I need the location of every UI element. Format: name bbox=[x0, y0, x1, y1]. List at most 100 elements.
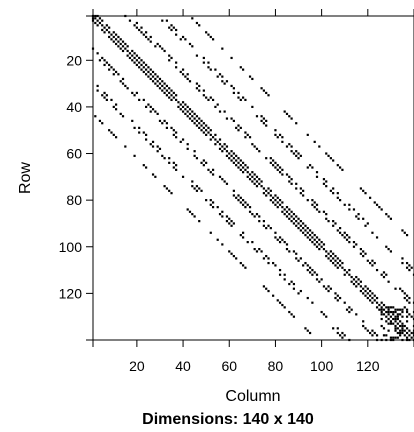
matrix-entry bbox=[133, 94, 136, 97]
matrix-entry bbox=[375, 236, 379, 239]
matrix-entry bbox=[96, 84, 99, 88]
matrix-entry bbox=[133, 126, 136, 129]
matrix-entry bbox=[343, 236, 346, 239]
matrix-entry bbox=[311, 268, 314, 272]
matrix-entry bbox=[205, 133, 208, 136]
matrix-entry bbox=[394, 287, 397, 290]
y-axis-title: Row bbox=[17, 162, 34, 194]
matrix-entry bbox=[297, 222, 300, 225]
matrix-entry bbox=[313, 201, 316, 204]
matrix-entry bbox=[290, 210, 293, 213]
matrix-entry bbox=[315, 278, 319, 281]
matrix-entry bbox=[149, 77, 152, 81]
matrix-entry bbox=[311, 273, 314, 276]
matrix-entry bbox=[195, 87, 199, 90]
matrix-entry bbox=[244, 164, 247, 167]
matrix-entry bbox=[246, 133, 249, 136]
matrix-entry bbox=[158, 87, 162, 90]
matrix-entry bbox=[205, 96, 208, 99]
matrix-entry bbox=[401, 324, 404, 328]
matrix-entry bbox=[181, 138, 185, 141]
matrix-entry bbox=[265, 194, 268, 197]
matrix-entry bbox=[322, 243, 326, 246]
matrix-entry bbox=[274, 129, 277, 132]
matrix-entry bbox=[304, 327, 307, 330]
matrix-entry bbox=[412, 301, 414, 304]
matrix-entry bbox=[389, 315, 393, 318]
matrix-entry bbox=[283, 208, 286, 211]
matrix-entry bbox=[96, 52, 99, 55]
matrix-entry bbox=[308, 234, 312, 237]
matrix-entry bbox=[322, 178, 326, 181]
matrix-entry bbox=[345, 271, 349, 274]
matrix-entry bbox=[392, 317, 395, 321]
matrix-entry bbox=[168, 157, 171, 160]
matrix-entry bbox=[399, 329, 402, 332]
matrix-entry bbox=[135, 21, 138, 25]
matrix-entry bbox=[138, 98, 141, 102]
matrix-entry bbox=[290, 220, 293, 223]
matrix-entry bbox=[320, 241, 323, 244]
matrix-entry bbox=[193, 187, 196, 190]
matrix-entry bbox=[283, 306, 286, 309]
matrix-entry bbox=[184, 38, 187, 41]
matrix-entry bbox=[193, 122, 196, 125]
matrix-entry bbox=[401, 229, 404, 232]
matrix-entry bbox=[308, 271, 312, 274]
matrix-entry bbox=[186, 208, 189, 211]
matrix-entry bbox=[232, 157, 235, 160]
matrix-entry bbox=[198, 84, 201, 88]
matrix-entry bbox=[262, 89, 265, 92]
matrix-entry bbox=[172, 91, 175, 95]
matrix-entry bbox=[105, 98, 108, 102]
matrix-entry bbox=[292, 250, 296, 253]
matrix-entry bbox=[98, 119, 102, 122]
matrix-entry bbox=[278, 171, 282, 174]
matrix-entry bbox=[308, 331, 312, 335]
matrix-entry bbox=[156, 145, 159, 148]
matrix-entry bbox=[255, 115, 259, 118]
matrix-entry bbox=[251, 105, 254, 109]
matrix-entry bbox=[151, 173, 155, 176]
matrix-entry bbox=[343, 334, 346, 337]
matrix-entry bbox=[389, 320, 393, 323]
matrix-entry bbox=[269, 157, 272, 160]
matrix-entry bbox=[138, 66, 141, 69]
matrix-entry bbox=[237, 124, 240, 127]
matrix-entry bbox=[140, 31, 143, 34]
matrix-entry bbox=[145, 31, 148, 34]
matrix-entry bbox=[172, 133, 175, 136]
matrix-entry bbox=[98, 17, 102, 20]
matrix-entry bbox=[396, 327, 399, 330]
matrix-entry bbox=[299, 289, 302, 293]
matrix-entry bbox=[151, 108, 155, 111]
matrix-entry bbox=[315, 236, 319, 239]
matrix-entry bbox=[285, 206, 289, 209]
matrix-entry bbox=[181, 110, 185, 113]
matrix-entry bbox=[170, 192, 173, 195]
matrix-entry bbox=[405, 331, 409, 335]
matrix-entry bbox=[382, 275, 386, 279]
matrix-entry bbox=[221, 145, 224, 148]
matrix-entry bbox=[258, 178, 261, 181]
matrix-entry bbox=[272, 159, 275, 162]
matrix-entry bbox=[299, 220, 302, 223]
matrix-entry bbox=[145, 133, 148, 136]
matrix-entry bbox=[394, 324, 397, 328]
matrix-entry bbox=[239, 98, 242, 102]
matrix-entry bbox=[350, 308, 353, 311]
matrix-entry bbox=[181, 73, 185, 76]
matrix-entry bbox=[276, 201, 279, 204]
matrix-entry bbox=[147, 75, 150, 78]
matrix-entry bbox=[352, 245, 356, 248]
matrix-entry bbox=[96, 24, 99, 27]
matrix-entry bbox=[131, 91, 134, 95]
matrix-entry bbox=[359, 187, 362, 190]
matrix-entry bbox=[405, 336, 409, 339]
matrix-entry bbox=[195, 82, 199, 85]
matrix-entry bbox=[325, 287, 328, 290]
matrix-entry bbox=[322, 247, 326, 251]
matrix-entry bbox=[195, 189, 199, 192]
matrix-entry bbox=[272, 164, 275, 167]
matrix-entry bbox=[285, 243, 289, 246]
